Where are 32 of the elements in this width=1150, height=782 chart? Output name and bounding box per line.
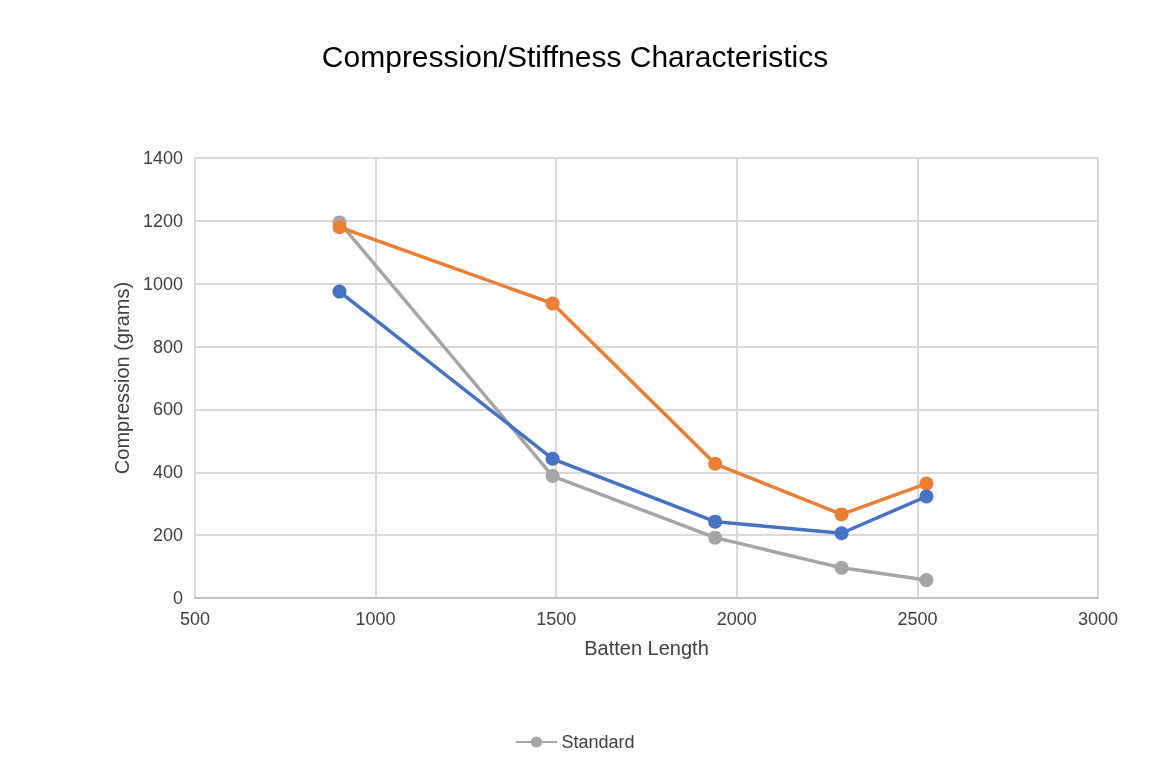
y-tick-label: 800 [152,336,183,357]
point [834,526,849,541]
x-axis-title: Batten Length [584,637,709,659]
point [545,469,560,484]
y-tick-label: 200 [152,525,183,546]
x-tick-label: 2500 [897,609,938,629]
x-tick-label: 2000 [716,609,757,629]
point [834,560,849,575]
point [919,573,934,588]
x-tick-label: 500 [179,609,211,629]
point [545,296,560,311]
x-tick-label: 1500 [536,609,577,629]
point [919,489,934,504]
legend-label: Standard [561,732,635,752]
y-tick-label: 1400 [142,148,183,168]
y-axis-title: Compression (grams) [111,281,134,475]
point [332,284,347,299]
x-tick-label: 1000 [355,609,396,629]
x-tick-label: 3000 [1077,609,1119,629]
y-tick-label: 0 [172,588,183,608]
point [919,476,934,491]
point [332,220,347,235]
y-tick-label: 400 [152,462,183,483]
y-tick-label: 600 [152,399,183,420]
y-tick-label: 1000 [142,273,183,294]
point [708,514,723,529]
chart-title: Compression/Stiffness Characteristics [321,39,829,73]
point [545,451,560,466]
point [708,456,723,471]
point [708,530,723,545]
y-tick-label: 1200 [142,210,183,231]
point [834,507,849,522]
